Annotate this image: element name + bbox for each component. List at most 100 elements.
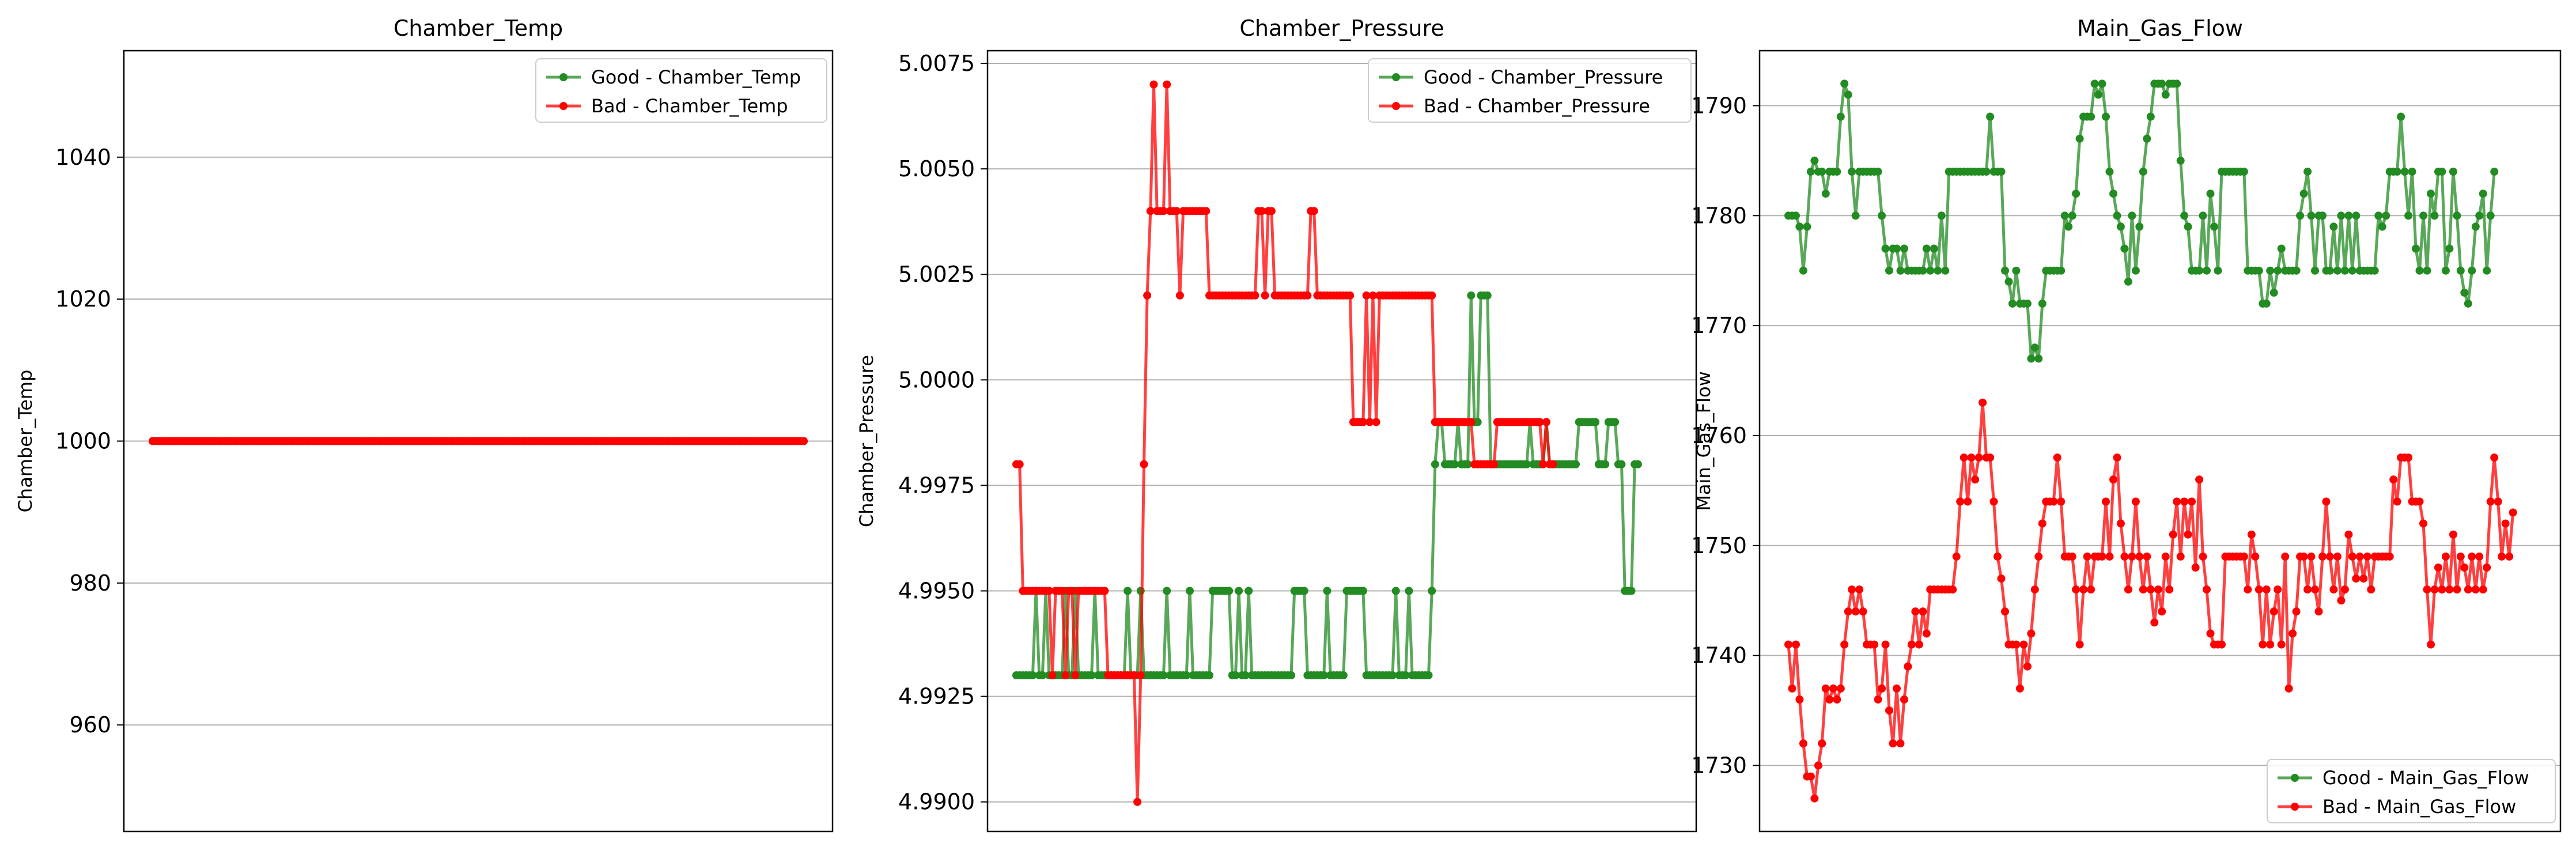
legend-label: Good - Chamber_Pressure: [1424, 66, 1663, 88]
data-point: [2131, 266, 2140, 275]
data-point: [2438, 585, 2446, 594]
data-point: [2083, 552, 2091, 561]
data-point: [2359, 574, 2368, 583]
data-point: [1922, 629, 1931, 638]
data-point: [2004, 277, 2013, 286]
data-point: [2015, 684, 2024, 693]
data-point: [2400, 167, 2409, 176]
data-point: [2269, 288, 2278, 297]
data-point: [2191, 564, 2200, 572]
data-point: [1257, 207, 1266, 215]
data-point: [2427, 640, 2435, 649]
data-point: [1339, 671, 1348, 679]
data-point: [1346, 291, 1355, 300]
data-point: [1202, 207, 1211, 215]
data-point: [2483, 266, 2491, 275]
data-point: [2199, 211, 2207, 220]
data-point: [1045, 587, 1053, 595]
data-point: [1937, 211, 1946, 220]
data-point: [2206, 190, 2215, 198]
data-point: [2034, 354, 2043, 363]
data-point: [1893, 244, 1901, 253]
axes-frame: [123, 50, 834, 833]
data-point: [2453, 585, 2461, 594]
data-point: [2173, 497, 2181, 506]
data-point: [2412, 244, 2420, 253]
data-point: [1907, 640, 1916, 649]
data-point: [2008, 299, 2017, 308]
data-point: [1617, 460, 1626, 468]
data-point: [1225, 587, 1234, 595]
data-point: [2445, 585, 2454, 594]
data-point: [1997, 574, 2006, 583]
data-point: [2479, 585, 2487, 594]
data-point: [2027, 629, 2036, 638]
data-point: [2038, 519, 2047, 528]
data-point: [2087, 112, 2095, 121]
data-point: [1814, 761, 1822, 770]
y-tick-label: 1790: [1691, 93, 1747, 118]
data-point: [2367, 585, 2375, 594]
data-point: [2240, 167, 2248, 176]
data-point: [1971, 475, 1980, 484]
data-point: [2075, 640, 2084, 649]
data-point: [2494, 497, 2502, 506]
data-point: [2173, 80, 2181, 88]
data-point: [2146, 112, 2155, 121]
data-point: [1473, 418, 1482, 426]
data-point: [2333, 552, 2342, 561]
data-point: [2266, 266, 2275, 275]
data-point: [2244, 585, 2252, 594]
data-point: [1974, 453, 1983, 462]
data-point: [1359, 587, 1367, 595]
data-point: [1287, 671, 1295, 679]
data-point: [2079, 585, 2088, 594]
data-point: [1964, 497, 1972, 506]
data-point: [1788, 684, 1796, 693]
data-point: [1810, 794, 1819, 803]
data-point: [2498, 552, 2506, 561]
data-point: [2471, 585, 2480, 594]
data-point: [2206, 629, 2215, 638]
data-point: [1821, 190, 1830, 198]
data-point: [1960, 453, 1968, 462]
data-point: [2284, 684, 2293, 693]
legend-marker: [1392, 73, 1400, 81]
data-point: [2378, 222, 2386, 231]
data-point: [2128, 211, 2136, 220]
data-point: [2404, 211, 2413, 220]
data-point: [1058, 587, 1066, 595]
axes-frame: [1758, 50, 2562, 833]
data-point: [1467, 418, 1476, 426]
data-point: [1163, 587, 1171, 595]
axes-frame: [986, 50, 1697, 833]
data-point: [1986, 453, 1995, 462]
data-point: [2113, 211, 2121, 220]
data-point: [2109, 475, 2117, 484]
data-point: [2135, 222, 2144, 231]
data-point: [2060, 211, 2069, 220]
data-point: [2034, 552, 2043, 561]
data-point: [2057, 497, 2066, 506]
data-point: [2419, 519, 2427, 528]
data-point: [2355, 552, 2364, 561]
data-point: [2333, 266, 2342, 275]
data-point: [1542, 418, 1550, 426]
data-point: [2415, 266, 2424, 275]
data-point: [1836, 684, 1845, 693]
data-point: [1539, 460, 1548, 468]
data-point: [2427, 190, 2435, 198]
data-point: [2393, 167, 2401, 176]
data-point: [2030, 343, 2039, 352]
data-point: [2203, 585, 2211, 594]
data-point: [1391, 587, 1400, 595]
data-point: [2314, 607, 2323, 616]
data-point: [1930, 244, 1938, 253]
data-point: [1149, 80, 1158, 89]
data-point: [1405, 587, 1413, 595]
data-point: [2109, 190, 2117, 198]
data-point: [2158, 607, 2166, 616]
data-point: [2475, 211, 2484, 220]
data-point: [2277, 244, 2286, 253]
y-tick-label: 1780: [1691, 203, 1747, 228]
